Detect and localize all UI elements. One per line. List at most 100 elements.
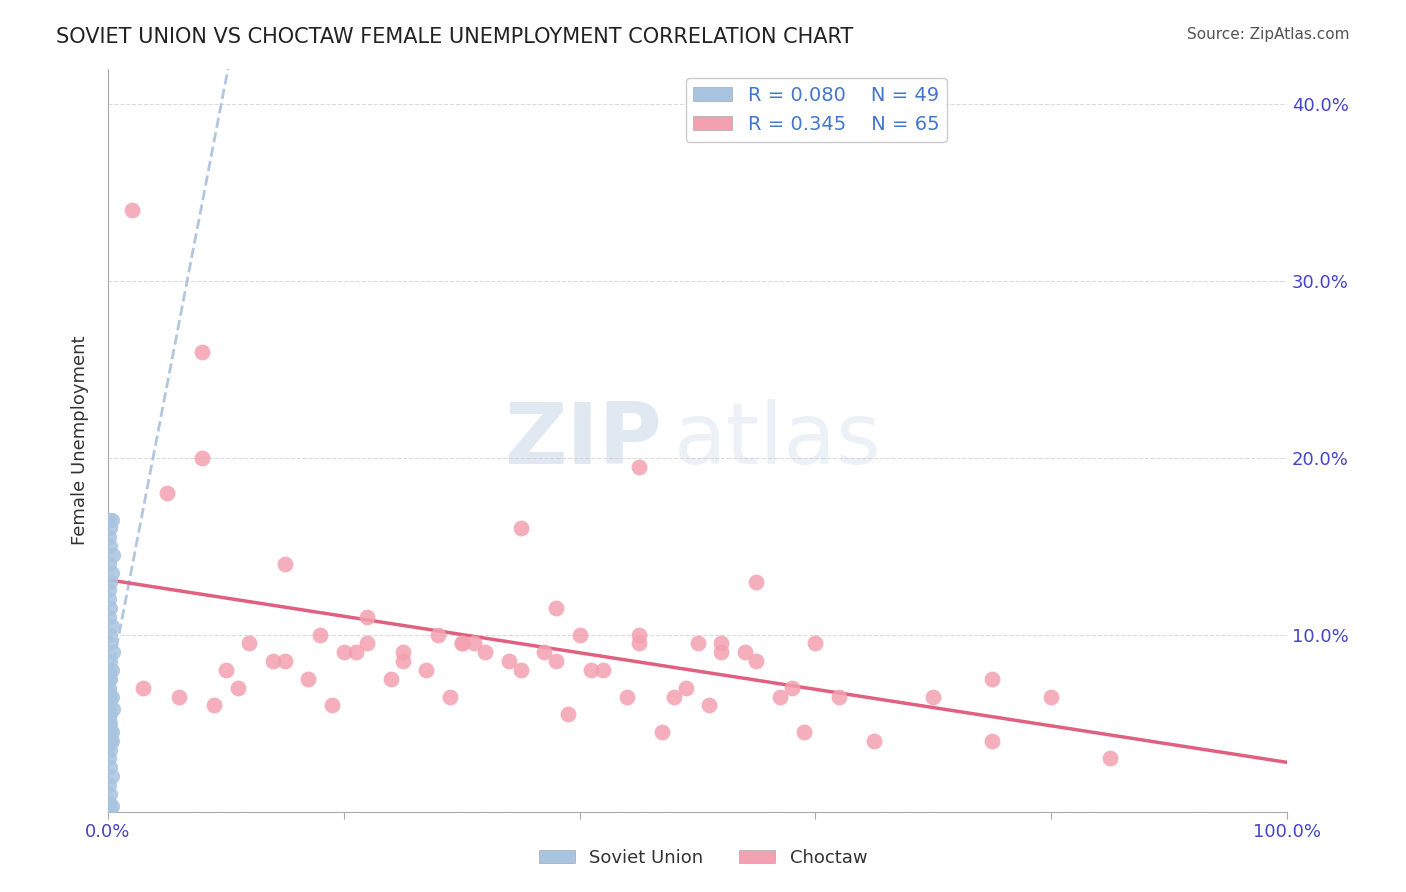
Point bbox=[427, 627, 450, 641]
Point bbox=[439, 690, 461, 704]
Point bbox=[415, 663, 437, 677]
Point bbox=[509, 521, 531, 535]
Point bbox=[710, 645, 733, 659]
Point bbox=[100, 733, 122, 747]
Text: Source: ZipAtlas.com: Source: ZipAtlas.com bbox=[1187, 27, 1350, 42]
Point bbox=[98, 672, 121, 686]
Point bbox=[98, 720, 121, 734]
Point bbox=[463, 636, 485, 650]
Point bbox=[863, 733, 886, 747]
Point bbox=[380, 672, 402, 686]
Point bbox=[391, 654, 413, 668]
Point bbox=[662, 690, 685, 704]
Point bbox=[274, 654, 297, 668]
Point bbox=[100, 663, 122, 677]
Point bbox=[98, 583, 121, 598]
Point bbox=[922, 690, 945, 704]
Point bbox=[98, 690, 121, 704]
Point bbox=[793, 725, 815, 739]
Point bbox=[450, 636, 472, 650]
Point bbox=[98, 707, 121, 722]
Point bbox=[98, 730, 121, 744]
Point bbox=[686, 636, 709, 650]
Point bbox=[1099, 751, 1122, 765]
Point bbox=[100, 769, 122, 783]
Point bbox=[132, 681, 155, 695]
Legend: R = 0.080    N = 49, R = 0.345    N = 65: R = 0.080 N = 49, R = 0.345 N = 65 bbox=[686, 78, 948, 142]
Point bbox=[544, 601, 567, 615]
Point bbox=[238, 636, 260, 650]
Point bbox=[100, 513, 122, 527]
Point bbox=[98, 733, 121, 747]
Point bbox=[98, 663, 121, 677]
Point bbox=[98, 707, 121, 722]
Point bbox=[98, 684, 121, 698]
Point bbox=[202, 698, 225, 713]
Point bbox=[98, 737, 121, 751]
Point bbox=[745, 654, 768, 668]
Point bbox=[121, 202, 143, 217]
Point bbox=[262, 654, 284, 668]
Point bbox=[981, 733, 1004, 747]
Point bbox=[616, 690, 638, 704]
Point bbox=[557, 707, 579, 722]
Point bbox=[226, 681, 249, 695]
Point bbox=[498, 654, 520, 668]
Point bbox=[627, 636, 650, 650]
Point bbox=[98, 530, 121, 544]
Point bbox=[101, 702, 124, 716]
Point bbox=[581, 663, 603, 677]
Point bbox=[98, 725, 121, 739]
Point bbox=[734, 645, 756, 659]
Point bbox=[215, 663, 238, 677]
Point bbox=[191, 344, 214, 359]
Point bbox=[98, 636, 121, 650]
Point bbox=[675, 681, 697, 695]
Point bbox=[98, 681, 121, 695]
Point bbox=[98, 796, 121, 810]
Point bbox=[309, 627, 332, 641]
Point bbox=[627, 627, 650, 641]
Point bbox=[100, 799, 122, 814]
Point bbox=[100, 725, 122, 739]
Point bbox=[745, 574, 768, 589]
Point bbox=[98, 574, 121, 589]
Point bbox=[100, 619, 122, 633]
Point bbox=[344, 645, 367, 659]
Point bbox=[699, 698, 721, 713]
Point bbox=[98, 654, 121, 668]
Point bbox=[98, 627, 121, 641]
Point bbox=[98, 801, 121, 815]
Point bbox=[100, 690, 122, 704]
Point bbox=[98, 513, 121, 527]
Point bbox=[98, 698, 121, 713]
Point bbox=[98, 716, 121, 731]
Point bbox=[98, 803, 121, 817]
Point bbox=[981, 672, 1004, 686]
Point bbox=[98, 778, 121, 792]
Point bbox=[101, 645, 124, 659]
Point bbox=[98, 760, 121, 774]
Point bbox=[509, 663, 531, 677]
Point bbox=[98, 601, 121, 615]
Point bbox=[98, 672, 121, 686]
Y-axis label: Female Unemployment: Female Unemployment bbox=[72, 335, 89, 545]
Point bbox=[98, 742, 121, 756]
Point bbox=[804, 636, 827, 650]
Point bbox=[98, 751, 121, 765]
Point bbox=[533, 645, 555, 659]
Point bbox=[544, 654, 567, 668]
Point bbox=[780, 681, 803, 695]
Point bbox=[98, 787, 121, 801]
Point bbox=[391, 645, 413, 659]
Point bbox=[627, 459, 650, 474]
Point bbox=[156, 486, 179, 500]
Text: SOVIET UNION VS CHOCTAW FEMALE UNEMPLOYMENT CORRELATION CHART: SOVIET UNION VS CHOCTAW FEMALE UNEMPLOYM… bbox=[56, 27, 853, 46]
Point bbox=[297, 672, 319, 686]
Point bbox=[1040, 690, 1063, 704]
Point bbox=[474, 645, 496, 659]
Point bbox=[98, 539, 121, 553]
Point bbox=[191, 450, 214, 465]
Point bbox=[321, 698, 343, 713]
Point bbox=[651, 725, 673, 739]
